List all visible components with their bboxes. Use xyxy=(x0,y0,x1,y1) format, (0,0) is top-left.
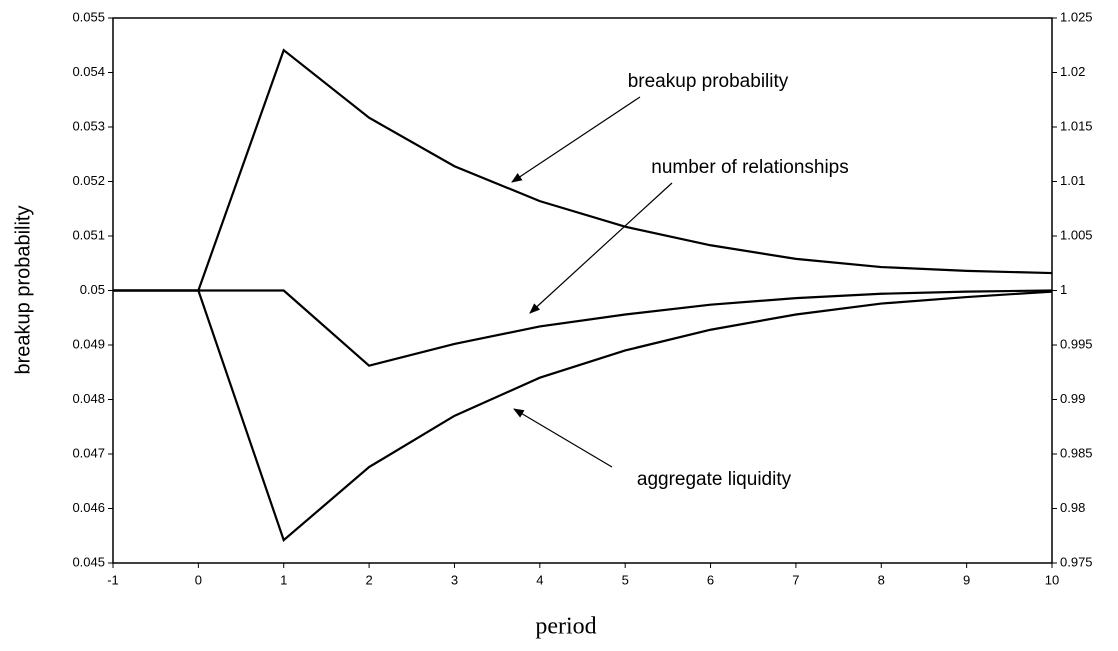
y2-tick-label: 1.02 xyxy=(1060,64,1085,79)
x-tick-label: 1 xyxy=(280,572,287,587)
y-tick-label: 0.05 xyxy=(80,282,105,297)
annotation: aggregate liquidity xyxy=(637,469,792,490)
series-line xyxy=(113,289,1053,367)
annotation-arrow xyxy=(511,96,641,183)
y2-tick-label: 1 xyxy=(1060,282,1067,297)
y2-tick-label: 0.975 xyxy=(1060,554,1093,569)
y2-tick-label: 1.025 xyxy=(1060,9,1093,24)
x-tick-label: 5 xyxy=(622,572,629,587)
y-tick-label: 0.048 xyxy=(72,391,105,406)
annotation: number of relationships xyxy=(651,157,849,178)
y2-tick-label: 1.01 xyxy=(1060,173,1085,188)
y2-tick-label: 0.985 xyxy=(1060,445,1093,460)
y-tick-label: 0.047 xyxy=(72,445,105,460)
y-tick-label: 0.051 xyxy=(72,227,105,242)
x-tick-label: 6 xyxy=(707,572,714,587)
y-tick-label: 0.055 xyxy=(72,9,105,24)
y2-tick-label: 1.015 xyxy=(1060,118,1093,133)
y2-tick-label: 0.99 xyxy=(1060,391,1085,406)
x-tick-label: 4 xyxy=(536,572,543,587)
y-axis-label: breakup probability xyxy=(12,206,34,375)
x-axis-label: period xyxy=(535,614,596,640)
y-tick-label: 0.046 xyxy=(72,500,105,515)
y-tick-label: 0.052 xyxy=(72,173,105,188)
x-tick-label: 7 xyxy=(792,572,799,587)
x-tick-label: 10 xyxy=(1045,572,1059,587)
y2-tick-label: 0.995 xyxy=(1060,336,1093,351)
x-tick-label: 3 xyxy=(451,572,458,587)
x-tick-label: 0 xyxy=(195,572,202,587)
x-tick-label: 2 xyxy=(365,572,372,587)
y-tick-label: 0.053 xyxy=(72,118,105,133)
series-line xyxy=(113,289,1053,542)
series-line xyxy=(113,48,1053,292)
annotation: breakup probability xyxy=(628,71,789,92)
y2-tick-label: 1.005 xyxy=(1060,227,1093,242)
y-tick-label: 0.049 xyxy=(72,336,105,351)
x-tick-label: 8 xyxy=(878,572,885,587)
x-tick-label: 9 xyxy=(963,572,970,587)
y2-tick-label: 0.98 xyxy=(1060,500,1085,515)
x-tick-label: -1 xyxy=(107,572,119,587)
y-tick-label: 0.045 xyxy=(72,554,105,569)
annotation-arrow xyxy=(513,408,613,468)
annotation-arrow xyxy=(529,182,673,314)
y-tick-label: 0.054 xyxy=(72,64,105,79)
